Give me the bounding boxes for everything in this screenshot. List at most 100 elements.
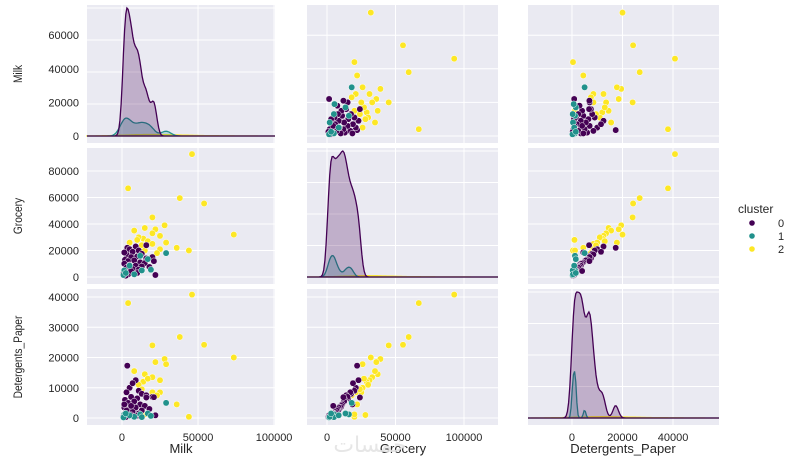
scatter-point-cluster-1	[342, 410, 349, 417]
scatter-point-cluster-1	[126, 262, 134, 270]
scatter-point-cluster-2	[173, 400, 181, 408]
panel-milk-vs-milk	[86, 5, 275, 143]
scatter-point-cluster-0	[356, 105, 364, 113]
scatter-point-cluster-2	[415, 299, 423, 307]
y-axis-labels: Milk Grocery Detergents_Paper	[12, 65, 25, 399]
pairplot-grid: 0 20000 40000 60000 0 20000 40000 60000 80000 0 10…	[48, 5, 719, 444]
panel-detergents-paper-vs-grocery	[307, 289, 498, 425]
scatter-point-cluster-1	[330, 110, 338, 118]
scatter-point-cluster-0	[150, 257, 158, 265]
scatter-point-cluster-2	[600, 90, 607, 98]
x-axis-labels: Milk Grocery Detergents_Paper	[169, 441, 676, 456]
scatter-point-cluster-2	[173, 244, 181, 252]
scatter-point-cluster-2	[148, 229, 156, 237]
scatter-point-cluster-2	[188, 150, 196, 158]
scatter-point-cluster-2	[162, 239, 170, 247]
scatter-point-cluster-2	[348, 93, 356, 101]
scatter-point-cluster-1	[162, 249, 170, 257]
scatter-point-cluster-2	[148, 240, 156, 248]
panel-background	[307, 148, 498, 284]
scatter-point-cluster-1	[138, 413, 146, 421]
scatter-point-cluster-1	[348, 83, 356, 91]
scatter-point-cluster-0	[129, 379, 137, 387]
scatter-point-cluster-0	[150, 393, 158, 401]
y-tick-label: 0	[73, 272, 79, 284]
scatter-point-cluster-0	[579, 129, 587, 137]
panel-background	[307, 289, 498, 425]
scatter-point-cluster-2	[450, 291, 458, 299]
scatter-point-cluster-2	[368, 98, 376, 106]
scatter-point-cluster-1	[147, 412, 155, 420]
scatter-point-cluster-2	[399, 341, 407, 349]
y-tick-label: 60000	[48, 30, 79, 42]
y-tick-label: 20000	[48, 97, 79, 109]
x-tick-label: 0	[569, 432, 575, 444]
scatter-point-cluster-0	[578, 122, 586, 130]
scatter-point-cluster-0	[585, 241, 593, 249]
y-tick-label: 20000	[48, 353, 79, 365]
scatter-point-cluster-2	[156, 232, 164, 240]
x-tick-label: 50000	[380, 432, 411, 444]
scatter-point-cluster-0	[123, 362, 131, 370]
scatter-point-cluster-2	[361, 115, 369, 123]
scatter-point-cluster-2	[367, 354, 375, 361]
panel-grocery-vs-grocery	[307, 148, 498, 284]
y-axis-label-detergents-paper: Detergents_Paper	[12, 315, 25, 398]
panel-milk-vs-grocery	[307, 5, 498, 143]
scatter-point-cluster-0	[123, 388, 130, 396]
scatter-point-cluster-0	[127, 402, 135, 410]
scatter-point-cluster-2	[364, 381, 372, 389]
scatter-point-cluster-1	[335, 124, 343, 132]
scatter-point-cluster-1	[122, 269, 130, 277]
scatter-point-cluster-0	[585, 257, 593, 265]
scatter-point-cluster-0	[142, 241, 150, 249]
scatter-point-cluster-1	[327, 128, 335, 136]
scatter-point-cluster-2	[124, 299, 132, 307]
legend-entry-0: 0	[749, 218, 784, 230]
scatter-point-cluster-0	[120, 249, 128, 256]
scatter-point-cluster-2	[176, 333, 184, 341]
scatter-point-cluster-1	[138, 266, 146, 274]
y-tick-label: 30000	[48, 322, 79, 334]
scatter-point-cluster-0	[612, 244, 620, 252]
scatter-point-cluster-2	[399, 41, 407, 49]
scatter-point-cluster-0	[585, 105, 593, 113]
x-tick-label: 0	[119, 432, 125, 444]
scatter-point-cluster-1	[130, 270, 138, 278]
scatter-point-cluster-0	[339, 393, 347, 401]
scatter-point-cluster-0	[578, 267, 586, 275]
scatter-point-cluster-2	[579, 72, 587, 79]
panel-grocery-vs-detergents-paper	[528, 148, 719, 284]
kde-curve-cluster-0	[87, 6, 275, 137]
scatter-point-cluster-2	[188, 291, 196, 299]
scatter-point-cluster-2	[230, 354, 238, 361]
scatter-point-cluster-0	[589, 127, 597, 135]
scatter-point-cluster-2	[619, 231, 626, 239]
scatter-point-cluster-2	[615, 95, 623, 103]
x-tick-label: 50000	[183, 432, 214, 444]
scatter-point-cluster-2	[371, 367, 379, 375]
scatter-point-cluster-0	[329, 402, 337, 410]
x-axis-label-grocery: Grocery	[380, 441, 427, 456]
scatter-point-cluster-1	[572, 128, 580, 136]
scatter-point-cluster-0	[349, 379, 357, 387]
x-tick-label: 20000	[607, 432, 638, 444]
scatter-point-cluster-2	[130, 367, 138, 375]
kde-curve-cluster-0	[528, 291, 719, 419]
scatter-point-cluster-1	[136, 252, 144, 260]
scatter-point-cluster-1	[327, 410, 335, 417]
scatter-point-cluster-2	[357, 98, 365, 106]
scatter-point-cluster-2	[144, 375, 152, 383]
scatter-point-cluster-2	[629, 41, 637, 49]
scatter-point-cluster-2	[200, 200, 208, 207]
panel-background	[528, 5, 719, 143]
scatter-point-cluster-2	[162, 360, 170, 368]
scatter-point-cluster-0	[325, 95, 333, 103]
scatter-point-cluster-2	[361, 411, 369, 419]
scatter-point-cluster-2	[151, 358, 159, 366]
scatter-point-cluster-2	[353, 72, 361, 79]
panel-background	[87, 289, 275, 425]
scatter-point-cluster-2	[130, 227, 138, 235]
scatter-point-cluster-2	[671, 150, 679, 158]
